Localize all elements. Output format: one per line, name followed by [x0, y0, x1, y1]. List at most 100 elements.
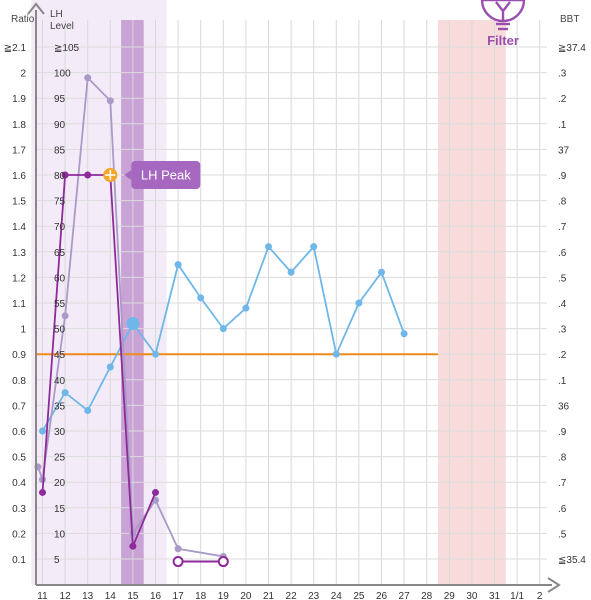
lh-tick-label: 90 [54, 120, 66, 131]
bbt-point [400, 330, 408, 338]
lh-point [174, 545, 182, 553]
bbt-point [197, 294, 205, 302]
bbt-tick-label: .8 [558, 453, 567, 464]
x-axis-arrow [547, 577, 561, 593]
lh-tick-label: 85 [54, 145, 66, 156]
lightbulb-filter-icon [480, 0, 526, 31]
x-tick-label: 20 [240, 591, 252, 600]
x-tick-label: 12 [60, 591, 72, 600]
bbt-tick-label: .7 [558, 222, 567, 233]
lh-point [84, 74, 92, 82]
ratio-tick-label: 1.5 [12, 197, 26, 208]
lh-axis-title: LH [50, 9, 63, 20]
ratio-line [41, 174, 157, 547]
bbt-point [287, 268, 295, 276]
x-tick-label: 19 [218, 591, 230, 600]
ratio-point [84, 171, 92, 179]
ratio-tick-label: 1.7 [12, 145, 26, 156]
x-tick-label: 28 [421, 591, 433, 600]
x-tick-label: 1/1 [510, 591, 524, 600]
bbt-point [310, 243, 318, 251]
bbt-tick-label: 37 [558, 145, 570, 156]
ratio-tick-label: 1.3 [12, 248, 26, 259]
bbt-point [152, 350, 159, 358]
bbt-tick-label: .4 [558, 299, 567, 310]
bbt-axis-title: BBT [560, 14, 579, 25]
x-tick-label: 25 [353, 591, 365, 600]
ratio-axis-title: Ratio [11, 14, 35, 25]
lh-tick-label: 15 [54, 504, 66, 515]
lh-axis-title: Level [50, 21, 74, 32]
x-tick-label: 16 [150, 591, 162, 600]
ratio-point [152, 488, 159, 496]
ratio-tick-label: 1.8 [12, 120, 26, 131]
ratio-tick-label: 1.6 [12, 171, 26, 182]
x-tick-label: 14 [105, 591, 117, 600]
ratio-trailing-point [172, 556, 184, 568]
bbt-tick-label: .8 [558, 197, 567, 208]
x-tick-label: 22 [286, 591, 298, 600]
lh-peak-callout-pointer [124, 170, 132, 180]
ratio-tick-label: 1.2 [12, 273, 26, 284]
fertile-window-band [31, 0, 167, 585]
bbt-tick-label: 36 [558, 401, 570, 412]
bbt-tick-label: .9 [558, 427, 567, 438]
bbt-point [174, 261, 182, 269]
ratio-point [61, 171, 69, 179]
lh-tick-label: 95 [54, 94, 66, 105]
bbt-tick-label: .2 [558, 350, 567, 361]
bbt-point [378, 268, 385, 276]
ratio-tick-label: 0.2 [12, 529, 26, 540]
ratio-tick-label: 1 [20, 325, 26, 336]
lh-tick-label: 45 [54, 350, 66, 361]
lh-tick-label: 55 [54, 299, 66, 310]
x-tick-label: 17 [173, 591, 185, 600]
lh-tick-label: 20 [54, 478, 66, 489]
x-tick-label: 31 [489, 591, 501, 600]
bbt-tick-label: .3 [558, 325, 567, 336]
bbt-tick-label: .1 [558, 376, 567, 387]
ratio-tick-label: 0.7 [12, 401, 26, 412]
ratio-tick-label: 1.1 [12, 299, 26, 310]
filter-label: Filter [487, 33, 519, 48]
ratio-point [39, 488, 46, 496]
x-tick-label: 27 [399, 591, 411, 600]
x-tick-label: 2 [537, 591, 543, 600]
y-axis-arrow [27, 2, 45, 15]
bbt-point [355, 299, 363, 307]
lh-tick-label: 60 [54, 273, 66, 284]
lh-tick-label: ≧105 [54, 43, 80, 54]
chart-axes [27, 2, 561, 593]
ratio-tick-label: ≧2.1 [4, 43, 27, 54]
x-tick-label: 15 [127, 591, 139, 600]
lh-tick-label: 70 [54, 222, 66, 233]
x-tick-label: 26 [376, 591, 388, 600]
bbt-point [39, 427, 46, 435]
lh-tick-label: 5 [54, 555, 60, 566]
lh-tick-label: 100 [54, 69, 71, 80]
ratio-tick-label: 0.6 [12, 427, 26, 438]
lh-tick-label: 25 [54, 453, 66, 464]
bbt-tick-label: .1 [558, 120, 567, 131]
lh-tick-label: 75 [54, 197, 66, 208]
ratio-tick-label: 0.8 [12, 376, 26, 387]
bbt-point [242, 304, 250, 312]
lh-tick-label: 40 [54, 376, 66, 387]
lh-tick-label: 50 [54, 325, 66, 336]
x-tick-label: 29 [444, 591, 456, 600]
bbt-tick-label: .9 [558, 171, 567, 182]
bbt-tick-label: .7 [558, 478, 567, 489]
lh-peak-callout [131, 161, 201, 189]
ratio-tick-label: 1.4 [12, 222, 26, 233]
x-tick-label: 23 [308, 591, 320, 600]
filter-button[interactable]: Filter [474, 0, 532, 50]
x-tick-label: 30 [466, 591, 478, 600]
lh-tick-label: 10 [54, 529, 66, 540]
bbt-tick-label: .3 [558, 69, 567, 80]
lh-point [61, 312, 69, 320]
bbt-tick-label: .6 [558, 504, 567, 515]
bbt-tick-label: .5 [558, 529, 567, 540]
lh-peak-label: LH Peak [141, 168, 191, 183]
x-tick-label: 11 [37, 591, 48, 600]
